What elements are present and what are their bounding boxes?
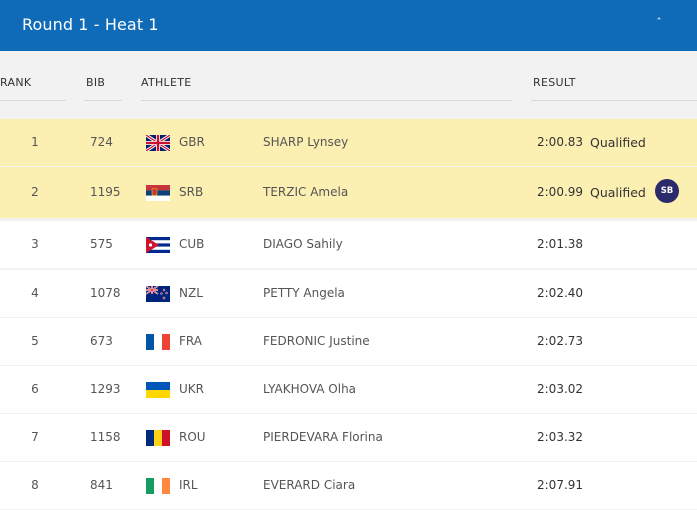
- bib-cell: 575: [90, 237, 113, 251]
- qualified-status: Qualified: [590, 185, 646, 200]
- country-code: NZL: [179, 286, 203, 300]
- country-code: CUB: [179, 237, 205, 251]
- column-divider: [0, 100, 66, 101]
- result-row[interactable]: 2 1195 SRB TERZIC Amela 2:00.99 Qualifie…: [0, 167, 697, 218]
- athlete-name[interactable]: EVERARD Ciara: [263, 478, 356, 492]
- rank-cell: 2: [31, 185, 39, 199]
- result-row[interactable]: 1 724 GBR SHARP Lynsey 2:00.83 Qualified: [0, 119, 697, 166]
- result-row[interactable]: 6 1293 UKR LYAKHOVA Olha 2:03.02: [0, 366, 697, 413]
- country-code: UKR: [179, 382, 204, 396]
- bib-cell: 1293: [90, 382, 121, 396]
- rank-cell: 5: [31, 334, 39, 348]
- result-time: 2:03.02: [537, 382, 584, 396]
- athlete-name[interactable]: PETTY Angela: [263, 286, 345, 300]
- result-row[interactable]: 3 575 CUB DIAGO Sahily 2:01.38: [0, 221, 697, 268]
- column-divider: [531, 100, 697, 101]
- country-code: GBR: [179, 135, 205, 149]
- column-rank[interactable]: RANK: [0, 76, 32, 89]
- result-time: 2:02.40: [537, 286, 584, 300]
- fra-flag-icon: [146, 334, 170, 350]
- collapse-chevron-icon[interactable]: ˆ: [656, 16, 662, 29]
- result-time: 2:00.83: [537, 135, 584, 149]
- result-time: 2:01.38: [537, 237, 584, 251]
- irl-flag-icon: [146, 478, 170, 494]
- bib-cell: 841: [90, 478, 113, 492]
- result-row[interactable]: 8 841 IRL EVERARD Ciara 2:07.91: [0, 462, 697, 509]
- athlete-name[interactable]: FEDRONIC Justine: [263, 334, 370, 348]
- rank-cell: 6: [31, 382, 39, 396]
- result-time: 2:07.91: [537, 478, 584, 492]
- athlete-name[interactable]: DIAGO Sahily: [263, 237, 343, 251]
- result-time: 2:03.32: [537, 430, 584, 444]
- column-bib[interactable]: BIB: [86, 76, 106, 89]
- athlete-name[interactable]: PIERDEVARA Florina: [263, 430, 383, 444]
- srb-flag-icon: [146, 185, 170, 201]
- result-time: 2:00.99: [537, 185, 584, 199]
- bib-cell: 673: [90, 334, 113, 348]
- results-column-headers: RANK BIB ATHLETE RESULT: [0, 52, 697, 118]
- rank-cell: 8: [31, 478, 39, 492]
- athlete-name[interactable]: LYAKHOVA Olha: [263, 382, 357, 396]
- country-code: IRL: [179, 478, 198, 492]
- column-divider: [141, 100, 512, 101]
- result-row[interactable]: 4 1078 NZL PETTY Angela 2:02.40: [0, 270, 697, 317]
- gbr-flag-icon: [146, 135, 170, 151]
- season-best-badge: SB: [655, 179, 679, 203]
- country-code: ROU: [179, 430, 206, 444]
- bib-cell: 1195: [90, 185, 121, 199]
- rank-cell: 3: [31, 237, 39, 251]
- nzl-flag-icon: [146, 286, 170, 302]
- rank-cell: 4: [31, 286, 39, 300]
- athlete-name[interactable]: SHARP Lynsey: [263, 135, 349, 149]
- heat-title: Round 1 - Heat 1: [22, 15, 159, 34]
- ukr-flag-icon: [146, 382, 170, 398]
- rank-cell: 1: [31, 135, 39, 149]
- column-divider: [84, 100, 122, 101]
- result-time: 2:02.73: [537, 334, 584, 348]
- heat-header[interactable]: Round 1 - Heat 1 ˆ: [0, 0, 697, 51]
- column-athlete[interactable]: ATHLETE: [141, 76, 192, 89]
- cub-flag-icon: [146, 237, 170, 253]
- qualified-status: Qualified: [590, 135, 646, 150]
- bib-cell: 724: [90, 135, 113, 149]
- bib-cell: 1158: [90, 430, 121, 444]
- rou-flag-icon: [146, 430, 170, 446]
- column-result[interactable]: RESULT: [533, 76, 576, 89]
- result-row[interactable]: 7 1158 ROU PIERDEVARA Florina 2:03.32: [0, 414, 697, 461]
- rank-cell: 7: [31, 430, 39, 444]
- athlete-name[interactable]: TERZIC Amela: [263, 185, 349, 199]
- bib-cell: 1078: [90, 286, 121, 300]
- country-code: SRB: [179, 185, 204, 199]
- country-code: FRA: [179, 334, 202, 348]
- result-row[interactable]: 5 673 FRA FEDRONIC Justine 2:02.73: [0, 318, 697, 365]
